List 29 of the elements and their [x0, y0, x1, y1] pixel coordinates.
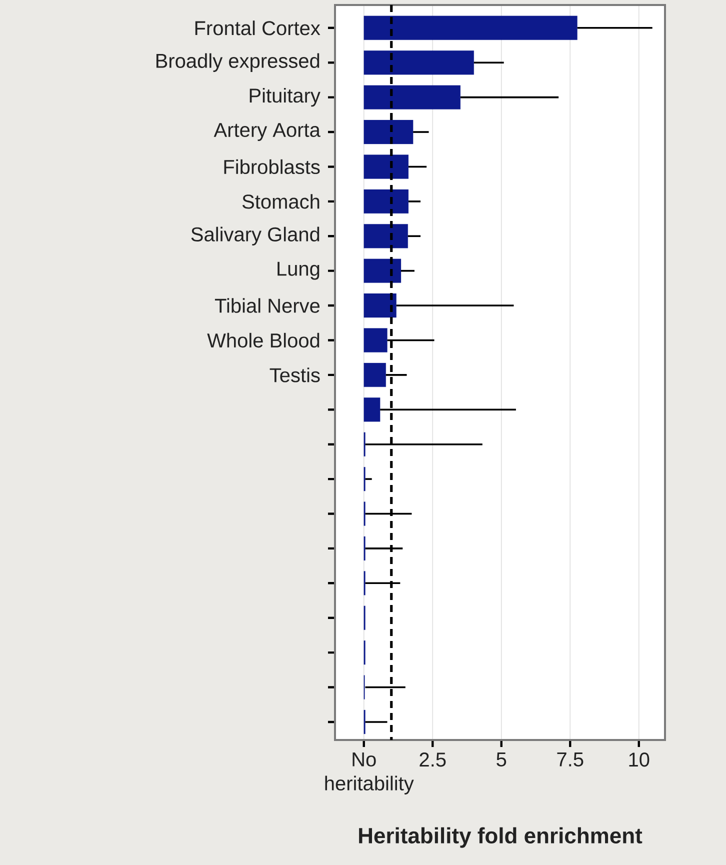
y-tick-label: Fibroblasts	[224, 159, 320, 174]
x-tick-label: 2.5	[420, 752, 446, 767]
bar	[364, 189, 408, 214]
x-axis-title: Heritability fold enrichment	[359, 827, 642, 848]
x-tick-label: No heritability	[325, 752, 414, 794]
bar	[364, 398, 380, 422]
bar	[364, 85, 460, 110]
y-tick-label: Testis	[270, 368, 320, 382]
y-tick-label: Stomach	[242, 194, 320, 209]
bar	[364, 293, 396, 318]
bar	[364, 50, 474, 75]
bar	[364, 16, 578, 40]
y-tick-label: Whole Blood	[207, 332, 320, 348]
bar	[364, 258, 402, 283]
y-tick-label: Pituitary	[250, 88, 320, 107]
x-tick-label: 7.5	[557, 752, 584, 766]
bar	[364, 120, 414, 144]
x-tick-label: 5	[496, 752, 506, 766]
y-tick-label: Lung	[278, 262, 320, 280]
y-tick-label: Artery Aorta	[214, 123, 320, 141]
y-tick-label: Tibial Nerve	[214, 298, 320, 313]
bar	[364, 328, 388, 352]
bar	[364, 224, 408, 248]
bar	[364, 362, 386, 387]
bar	[364, 154, 408, 179]
x-tick-label: 10	[629, 752, 650, 767]
y-tick-label: Frontal Cortex	[195, 20, 320, 36]
y-tick-label: Broadly expressed	[156, 53, 320, 72]
y-tick-label: Salivary Gland	[191, 226, 320, 246]
